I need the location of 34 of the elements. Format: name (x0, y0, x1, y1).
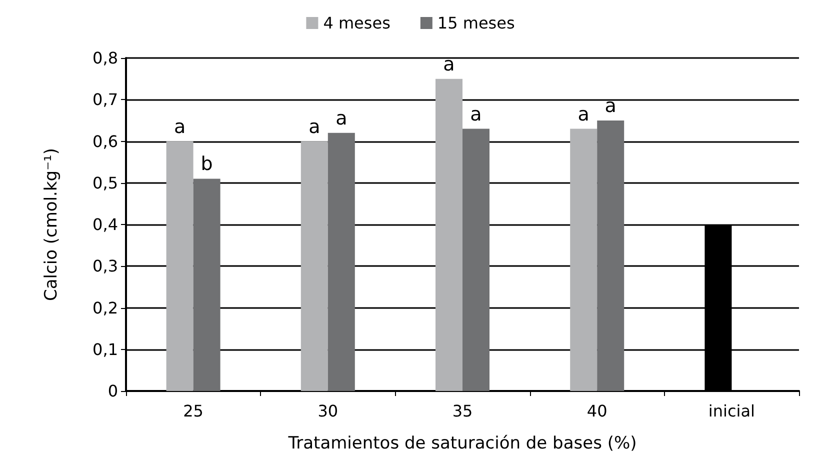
x-tick-label: 35 (452, 402, 473, 420)
y-tick-label: 0,8 (92, 48, 118, 68)
bar (436, 78, 462, 391)
legend-label: 4 meses (323, 14, 390, 32)
bar (193, 178, 220, 391)
x-tick-label: inicial (708, 402, 755, 420)
x-tick-label: 25 (183, 402, 204, 420)
bar (597, 120, 624, 391)
data-label: b (200, 153, 213, 176)
bar (570, 128, 598, 391)
data-label: a (604, 94, 616, 117)
data-label: a (470, 103, 482, 126)
y-tick-label: 0,6 (92, 132, 118, 151)
legend-label: 15 meses (437, 14, 515, 32)
bar (328, 132, 355, 391)
data-label: a (443, 53, 455, 76)
data-label: a (578, 103, 590, 126)
y-tick-label: 0,1 (92, 340, 118, 359)
x-tick-label: 40 (586, 402, 608, 420)
bar (300, 141, 328, 391)
x-tick-label: 30 (318, 402, 338, 420)
y-tick-label: 0,7 (92, 90, 118, 110)
y-tick-label: 0,4 (92, 215, 118, 234)
data-label: a (336, 107, 348, 130)
y-tick-label: 0 (108, 382, 118, 400)
bar (462, 128, 490, 391)
y-tick-label: 0,2 (92, 298, 118, 318)
y-tick-label: 0,5 (92, 173, 118, 192)
y-axis-title: Calcio (cmol.kg⁻¹) (42, 148, 62, 302)
y-tick-label: 0,3 (92, 256, 118, 276)
bar (166, 141, 194, 391)
data-label: a (174, 116, 186, 138)
data-label: a (308, 116, 320, 138)
x-axis-title: Tratamientos de saturación de bases (%) (287, 434, 637, 454)
